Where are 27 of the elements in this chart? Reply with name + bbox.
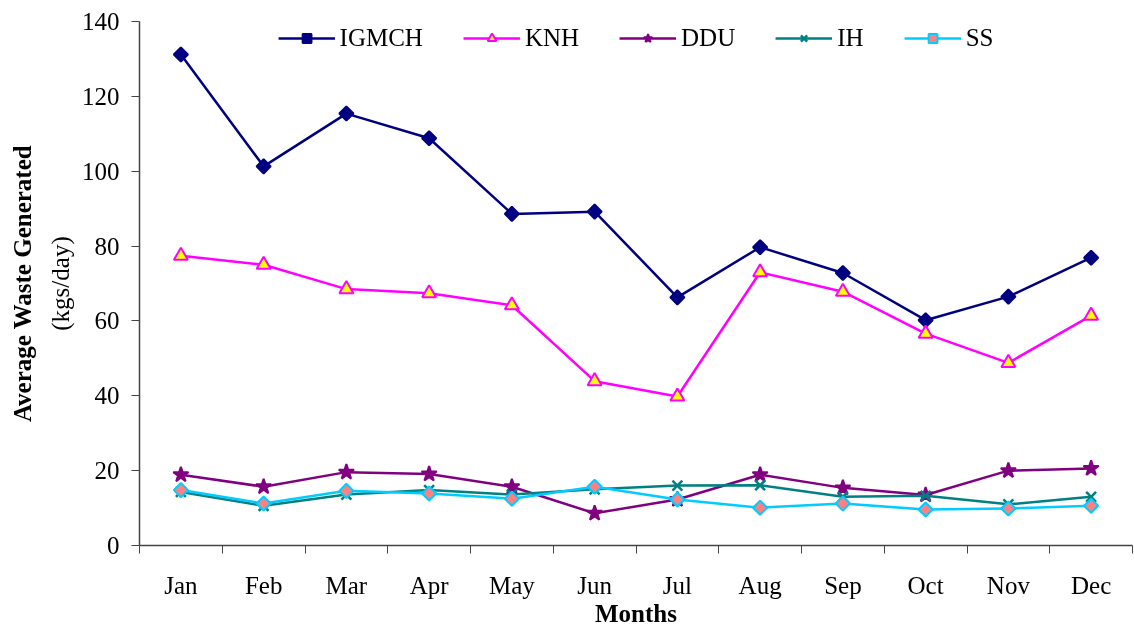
x-tick-label: Mar: [325, 571, 368, 599]
x-tick-label: Aug: [738, 571, 783, 599]
x-tick-label: Dec: [1071, 571, 1112, 599]
x-tick-label: Nov: [986, 571, 1031, 599]
legend-label: IGMCH: [339, 24, 423, 52]
x-tick-label: Feb: [244, 571, 283, 599]
legend-label: SS: [965, 24, 994, 52]
legend-label: KNH: [524, 24, 580, 52]
x-tick-label: Jul: [662, 571, 693, 599]
x-axis-title: Months: [595, 599, 678, 627]
y-tick-label: 40: [94, 382, 120, 410]
y-axis-title: Average Waste Generated (kgs/day): [8, 145, 75, 423]
y-tick-label: 80: [94, 232, 120, 260]
y-tick-label: 0: [107, 532, 120, 559]
x-tick-label: May: [488, 571, 536, 599]
x-tick-label: Sep: [824, 571, 862, 599]
x-tick-label: Apr: [409, 571, 450, 599]
y-tick-label: 100: [82, 157, 120, 185]
legend-label: IH: [837, 24, 864, 52]
y-tick-label: 20: [94, 457, 120, 485]
x-tick-label: Jan: [164, 571, 199, 599]
y-tick-label: 120: [82, 82, 120, 110]
legend-label: DDU: [681, 24, 736, 52]
y-tick-label: 60: [94, 307, 120, 335]
y-tick-label: 140: [82, 8, 120, 35]
x-tick-label: Jun: [577, 571, 613, 599]
x-tick-label: Oct: [907, 571, 944, 599]
